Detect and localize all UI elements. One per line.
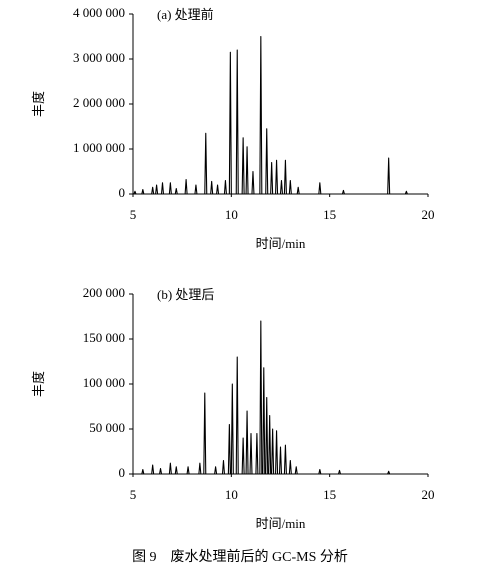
y-axis-label: 丰度 <box>31 371 46 397</box>
x-tick-label: 10 <box>225 487 238 502</box>
y-tick-label: 100 000 <box>83 375 125 390</box>
x-tick-label: 5 <box>130 207 137 222</box>
chromatogram-line <box>133 35 428 195</box>
x-axis-label: 时间/min <box>256 516 306 531</box>
figure-caption: 图 9 废水处理前后的 GC-MS 分析 <box>132 548 348 565</box>
y-tick-label: 50 000 <box>89 420 125 435</box>
y-axis-label: 丰度 <box>31 91 46 117</box>
x-tick-label: 15 <box>323 487 336 502</box>
x-tick-label: 15 <box>323 207 336 222</box>
chromatogram-line <box>133 320 428 475</box>
x-tick-label: 20 <box>422 487 435 502</box>
panel-annotation: (b) 处理后 <box>157 287 214 302</box>
y-tick-label: 200 000 <box>83 285 125 300</box>
y-tick-label: 2 000 000 <box>73 95 125 110</box>
y-tick-label: 3 000 000 <box>73 50 125 65</box>
x-axis-label: 时间/min <box>256 236 306 251</box>
x-tick-label: 20 <box>422 207 435 222</box>
x-tick-label: 10 <box>225 207 238 222</box>
x-tick-label: 5 <box>130 487 137 502</box>
y-tick-label: 4 000 000 <box>73 5 125 20</box>
panel-annotation: (a) 处理前 <box>157 7 214 22</box>
y-tick-label: 0 <box>119 465 126 480</box>
y-tick-label: 1 000 000 <box>73 140 125 155</box>
y-tick-label: 150 000 <box>83 330 125 345</box>
y-tick-label: 0 <box>119 185 126 200</box>
